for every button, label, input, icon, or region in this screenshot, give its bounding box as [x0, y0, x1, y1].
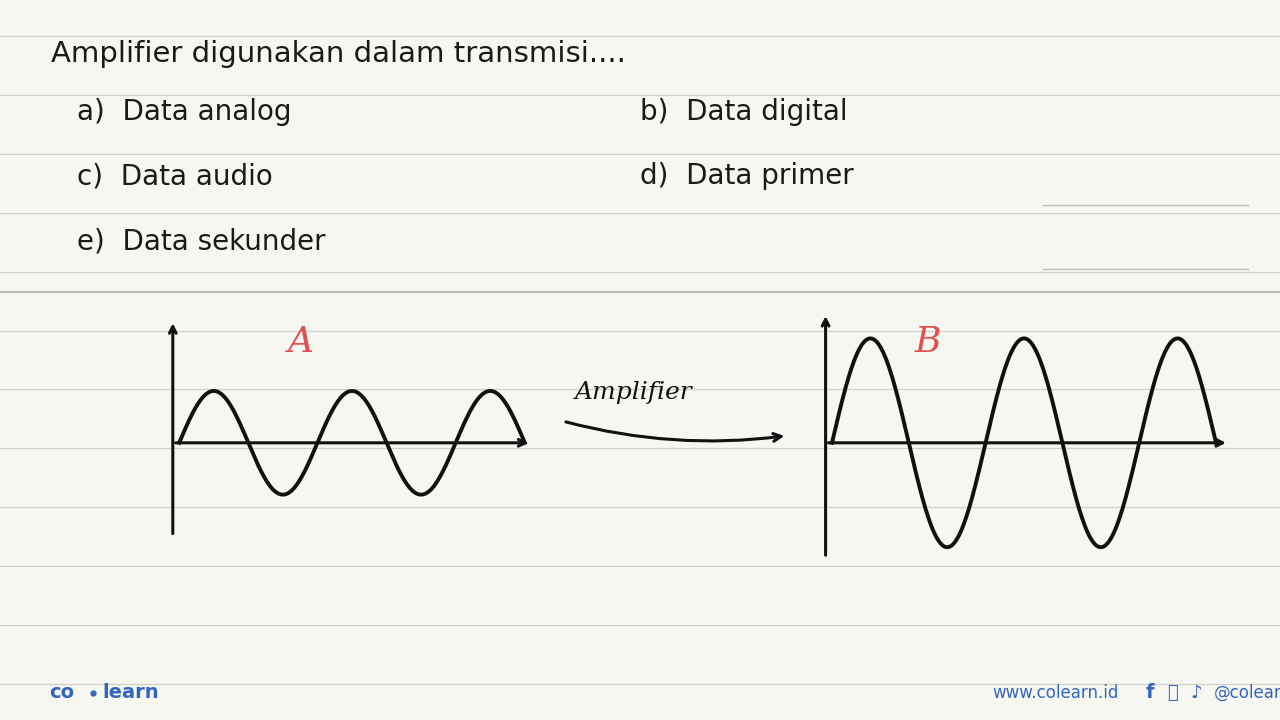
Text: Ⓘ: Ⓘ	[1167, 684, 1178, 701]
Text: Amplifier: Amplifier	[575, 381, 692, 404]
Text: A: A	[288, 325, 314, 359]
Text: ♪: ♪	[1190, 684, 1202, 701]
Text: co: co	[49, 683, 74, 702]
Text: d)  Data primer: d) Data primer	[640, 163, 854, 190]
Text: e)  Data sekunder: e) Data sekunder	[77, 228, 325, 255]
Text: B: B	[915, 325, 941, 359]
Text: a)  Data analog: a) Data analog	[77, 98, 292, 125]
Text: f: f	[1146, 683, 1155, 702]
Text: learn: learn	[102, 683, 159, 702]
Text: b)  Data digital: b) Data digital	[640, 98, 847, 125]
Text: Amplifier digunakan dalam transmisi....: Amplifier digunakan dalam transmisi....	[51, 40, 626, 68]
Text: c)  Data audio: c) Data audio	[77, 163, 273, 190]
Text: @colearn.id: @colearn.id	[1213, 684, 1280, 701]
Text: www.colearn.id: www.colearn.id	[992, 684, 1119, 701]
